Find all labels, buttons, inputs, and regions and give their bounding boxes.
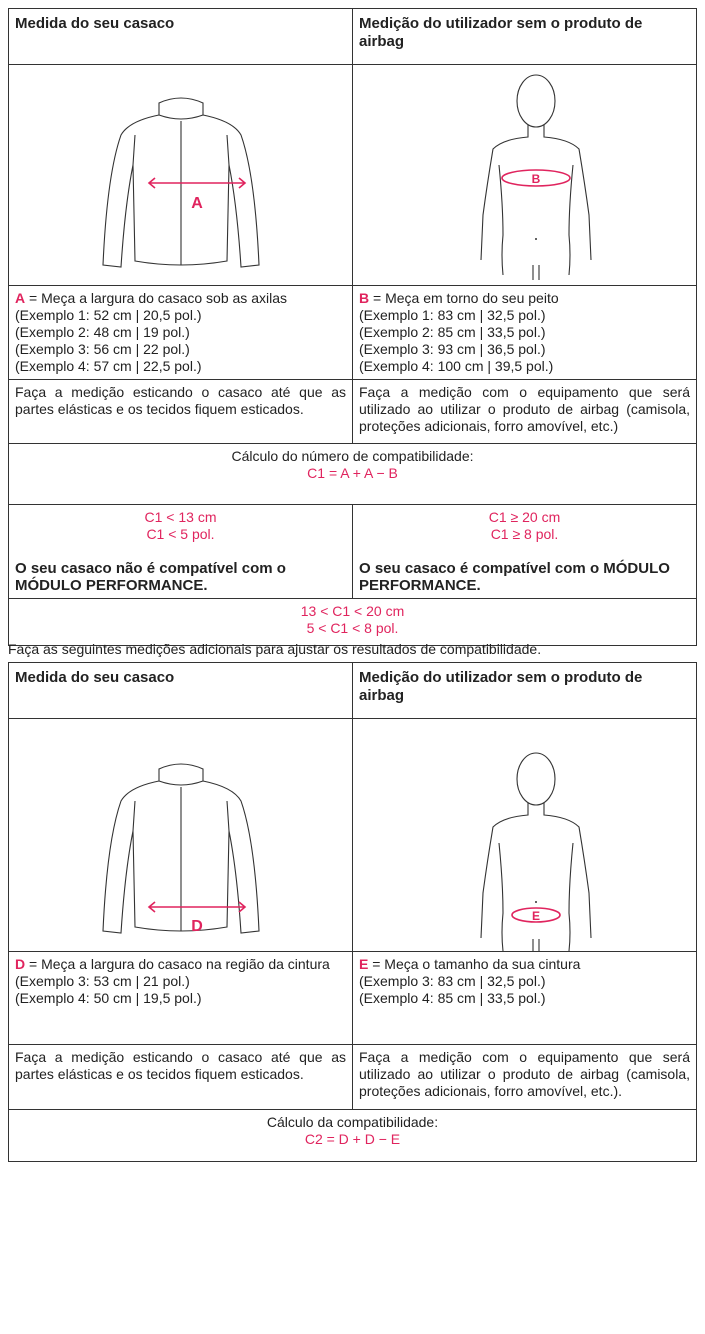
description: E = Meça o tamanho da sua cintura (Exempl… [352,951,697,1045]
calc-title: Cálculo do número de compatibilidade: [231,448,474,464]
header: Medição do utilizador sem o produto de a… [352,662,697,719]
result: C1 < 13 cm C1 < 5 pol. O seu casaco não é … [8,504,353,599]
figure-label: A [191,195,203,212]
header: Medida do seu casaco [8,662,353,719]
description: B = Meça em torno do seu peito (Exemplo 1… [352,285,697,380]
condition: C1 ≥ 8 pol. [490,526,559,542]
calc-title: Cálculo da compatibilidade: [266,1114,439,1130]
calculation: Cálculo do número de compatibilidade: C1 … [8,443,697,505]
condition: C1 < 13 cm [144,509,217,525]
example: (Exemplo 3: 93 cm | 36,5 pol.) [359,341,546,357]
instruction: Faça as seguintes medições adicionais pa… [8,641,542,657]
example: (Exemplo 3: 53 cm | 21 pol.) [15,973,190,989]
formula: C2 = D + D − E [304,1131,401,1147]
note: Faça a medição com o equipamento que ser… [352,379,697,444]
description: D = Meça a largura do casaco na região d… [8,951,353,1045]
example: (Exemplo 4: 50 cm | 19,5 pol.) [15,990,202,1006]
result-text: O seu casaco não é compatível com o MÓDU… [15,560,286,594]
example: (Exemplo 2: 48 cm | 19 pol.) [15,324,190,340]
key: A [15,290,26,306]
figure-cell: A [8,64,353,286]
text: = Meça a largura do casaco sob as axilas [29,290,287,306]
body-figure: B [480,74,592,280]
key: B [359,290,370,306]
jacket-figure: A [102,97,260,268]
figure-cell: D [8,718,353,952]
key: E [359,956,369,972]
header: Medida do seu casaco [8,8,353,65]
figure-label: D [191,918,203,935]
jacket-figure: D [102,763,260,935]
result-text: O seu casaco é compatível com o MÓDULO P… [359,560,670,594]
example: (Exemplo 3: 56 cm | 22 pol.) [15,341,190,357]
note: Faça a medição esticando o casaco até qu… [8,379,353,444]
table-1: Medida do seu casaco Medição do utilizado… [8,8,697,646]
note: Faça a medição esticando o casaco até qu… [8,1044,353,1110]
description: A = Meça a largura do casaco sob as axil… [8,285,353,380]
note: Faça a medição com o equipamento que ser… [352,1044,697,1110]
table-2: Medida do seu casaco Medição do utilizado… [8,662,697,1162]
intermediate: 13 < C1 < 20 cm 5 < C1 < 8 pol. [8,598,697,646]
example: (Exemplo 4: 85 cm | 33,5 pol.) [359,990,546,1006]
figure-cell: B [352,64,697,286]
condition: C1 ≥ 20 cm [488,509,561,525]
header: Medição do utilizador sem o produto de a… [352,8,697,65]
condition: C1 < 5 pol. [146,526,215,542]
example: (Exemplo 1: 52 cm | 20,5 pol.) [15,307,202,323]
figure-label: E [532,909,540,923]
text: = Meça em torno do seu peito [373,290,559,306]
text: = Meça a largura do casaco na região da … [29,956,330,972]
figure-cell: E [352,718,697,952]
figure-label: B [532,172,541,186]
result: C1 ≥ 20 cm C1 ≥ 8 pol. O seu casaco é comp… [352,504,697,599]
example: (Exemplo 4: 100 cm | 39,5 pol.) [359,358,554,374]
condition: 5 < C1 < 8 pol. [306,620,399,636]
example: (Exemplo 2: 85 cm | 33,5 pol.) [359,324,546,340]
example: (Exemplo 1: 83 cm | 32,5 pol.) [359,307,546,323]
body-figure: E [480,752,592,951]
formula: C1 = A + A − B [307,465,398,481]
calculation: Cálculo da compatibilidade: C2 = D + D − … [8,1109,697,1162]
text: = Meça o tamanho da sua cintura [372,956,581,972]
condition: 13 < C1 < 20 cm [300,603,405,619]
key: D [15,956,26,972]
example: (Exemplo 3: 83 cm | 32,5 pol.) [359,973,546,989]
example: (Exemplo 4: 57 cm | 22,5 pol.) [15,358,202,374]
